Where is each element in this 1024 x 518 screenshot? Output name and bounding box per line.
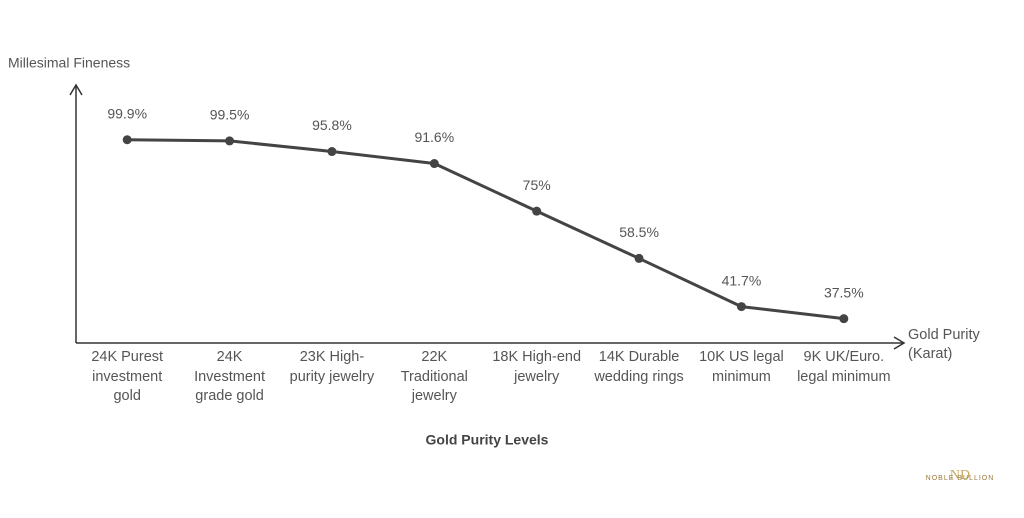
x-tick-label: 18K High-end jewelry xyxy=(492,349,582,385)
value-label: 99.9% xyxy=(107,105,147,121)
x-tick-label: 23K High-purity jewelry xyxy=(289,349,375,385)
x-tick-label: 22K Traditional jewelry xyxy=(400,349,468,404)
logo-monogram: ND xyxy=(950,468,970,483)
x-tick-label: 10K US legal minimum xyxy=(699,349,784,385)
data-point xyxy=(532,206,542,216)
chart-title: Gold Purity Levels xyxy=(426,432,549,448)
data-point xyxy=(736,302,746,312)
value-label: 75% xyxy=(523,177,551,193)
x-axis-label: Gold Purity (Karat) xyxy=(908,327,980,362)
x-axis-arrow xyxy=(893,336,906,350)
y-axis-arrow xyxy=(69,83,83,96)
value-label: 95.8% xyxy=(312,117,352,133)
y-axis-label: Millesimal Fineness xyxy=(8,55,130,71)
x-tick-label: 24K Purest investment gold xyxy=(91,349,164,404)
data-point xyxy=(122,135,132,145)
data-line xyxy=(127,138,844,321)
value-label: 58.5% xyxy=(619,224,659,240)
value-label: 99.5% xyxy=(210,107,250,123)
data-point xyxy=(225,136,235,146)
value-label: 41.7% xyxy=(722,272,762,288)
x-axis-label-box: Gold Purity (Karat) xyxy=(908,327,980,362)
x-tick-label: 14K Durable wedding rings xyxy=(594,349,684,385)
value-label: 37.5% xyxy=(824,284,864,300)
data-point xyxy=(327,147,337,157)
data-point xyxy=(839,314,849,324)
x-tick-label: 9K UK/Euro. legal minimum xyxy=(797,349,891,385)
data-point xyxy=(429,159,439,169)
data-point xyxy=(634,253,644,263)
x-tick-label: 24K Investment grade gold xyxy=(194,349,266,404)
value-label: 91.6% xyxy=(414,129,454,145)
logo-name: NOBLE BULLION xyxy=(926,475,995,482)
